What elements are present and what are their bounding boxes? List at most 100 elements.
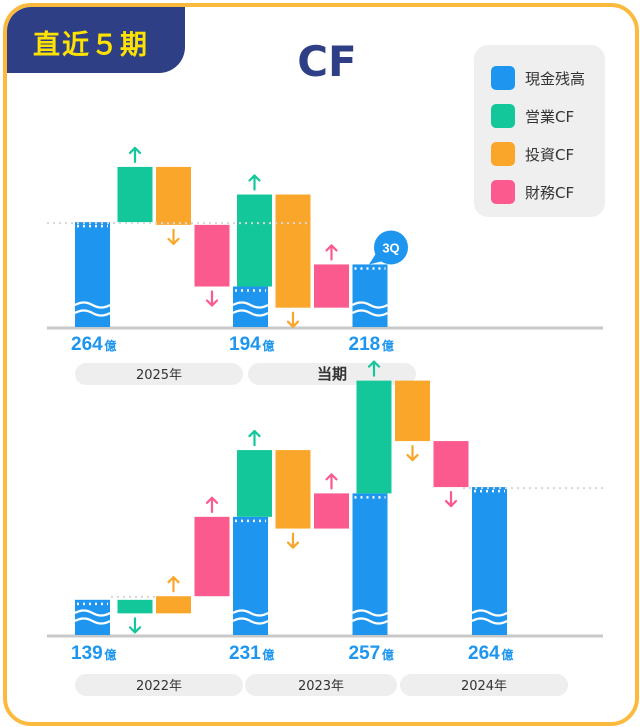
legend-swatch-cash — [491, 66, 515, 90]
chart1-badge-circle — [374, 230, 408, 265]
legend-label-cash: 現金残高 — [525, 70, 586, 88]
legend-swatch-investing — [491, 142, 515, 166]
legend-swatch-financing — [491, 180, 515, 204]
chart2-financing-bar-1 — [194, 516, 230, 597]
chart2-financing-bar-3-arrow — [444, 490, 458, 508]
chart1-investing-bar-2 — [275, 194, 311, 308]
chart2-cash-bar-1 — [74, 599, 111, 635]
chart1-operating-bar-1 — [117, 166, 153, 223]
chart2-cash-bar-rect-1 — [75, 599, 110, 635]
chart1-balance-label-3: 218 億 — [349, 334, 394, 355]
chart1-financing-bar-1-arrow-head — [205, 299, 219, 307]
chart1-financing-bar-2-arrow — [325, 244, 338, 261]
chart2-operating-bar-2-arrow-head — [248, 429, 261, 438]
chart2-period-label-2: 2023年 — [298, 679, 344, 694]
chart2-investing-bar-3-arrow-head — [406, 453, 419, 462]
chart2-period-label-3: 2024年 — [461, 679, 507, 694]
chart2-cash-break-3-1 — [351, 609, 389, 617]
chart1-financing-bar-2-arrow-head — [325, 244, 338, 252]
period-badge: 直近５期 — [7, 7, 185, 73]
chart2-investing-bar-2-arrow-head — [286, 541, 300, 549]
chart1-cash-bar-1 — [74, 222, 111, 327]
chart2-investing-bar-1-arrow-head — [167, 576, 180, 584]
chart2-financing-bar-2-arrow-head — [325, 473, 338, 481]
chart2-period-pill-1: 2022年 — [75, 674, 243, 696]
chart2-operating-bar-3-arrow-head — [367, 360, 381, 368]
page-title: CF — [297, 37, 357, 86]
chart2-cash-break-1-2 — [74, 617, 111, 625]
chart2-financing-bar-2 — [314, 493, 349, 529]
chart2-balance-unit-4: 億 — [501, 647, 513, 662]
chart1-period-pill-bg-1 — [75, 363, 243, 385]
chart1-cash-break-2-1 — [232, 301, 269, 309]
chart1-financing-bar-1 — [194, 224, 230, 287]
cf-card: 直近５期 CF 現金残高 営業CF 投資CF 財務CF 264 億 194 億 218 億… — [3, 3, 639, 726]
chart1-badge-3Q: 3Q — [369, 230, 408, 265]
chart1-period-label-2: 当期 — [317, 365, 347, 383]
chart2-period-pill-bg-3 — [400, 674, 568, 696]
chart1-badge-tail — [369, 253, 385, 265]
chart1-financing-bar-2 — [314, 264, 349, 308]
chart1-balance-value-2: 194 — [229, 334, 261, 355]
chart2-investing-bar-3-arrow — [406, 444, 419, 462]
chart1-investing-bar-2-arrow-head — [286, 320, 300, 328]
chart1-cash-bar-2 — [232, 286, 269, 327]
chart1-investing-bar-1-arrow-head — [167, 237, 180, 245]
chart2-balance-unit-1: 億 — [104, 647, 116, 662]
chart2-balance-label-2: 231 億 — [229, 643, 274, 664]
legend-label-financing: 財務CF — [525, 184, 575, 202]
chart1-cash-break-1-2 — [74, 309, 111, 317]
chart2-financing-bar-1-arrow — [205, 496, 219, 513]
chart2-financing-bar-3 — [433, 441, 469, 488]
chart2-operating-bar-2-arrow — [248, 429, 261, 447]
legend-label-operating: 営業CF — [525, 108, 575, 126]
legend-label-investing: 投資CF — [525, 146, 575, 164]
chart1-cash-break-2-2 — [232, 309, 269, 317]
chart2-cash-bar-2 — [232, 516, 269, 635]
chart1-badge-text: 3Q — [382, 240, 399, 255]
chart2-cash-bar-4 — [471, 487, 508, 635]
chart2-period-pill-bg-1 — [75, 674, 243, 696]
period-badge-label: 直近５期 — [33, 30, 149, 61]
chart2-period-pill-2: 2023年 — [245, 674, 397, 696]
chart1-period-pill-1: 2025年 — [75, 363, 243, 385]
chart2-cash-break-2-1 — [232, 609, 269, 617]
chart2-balance-label-3: 257 億 — [349, 643, 394, 664]
chart1-cash-break-3-1 — [351, 301, 389, 309]
chart2-cash-break-4-1 — [471, 609, 508, 617]
chart1-cash-break-1-1 — [74, 301, 111, 309]
chart2-investing-bar-2-arrow — [286, 532, 300, 549]
chart1-operating-bar-1-arrow-head — [128, 146, 142, 155]
chart1-cash-bar-rect-3 — [352, 264, 388, 327]
chart2-operating-bar-3 — [356, 380, 392, 494]
chart2-financing-bar-1-arrow-head — [205, 496, 219, 504]
chart2-operating-bar-1-arrow-head — [128, 626, 142, 634]
chart1-balance-label-1: 264 億 — [71, 334, 116, 355]
chart2-investing-bar-1 — [156, 596, 191, 614]
chart1-balance-value-3: 218 — [349, 334, 381, 355]
chart-legend: 現金残高 営業CF 投資CF 財務CF — [474, 45, 605, 217]
chart2-cash-bar-rect-2 — [233, 516, 268, 635]
chart1-cash-bar-rect-1 — [75, 222, 110, 327]
chart2-investing-bar-2 — [275, 450, 311, 529]
chart1-investing-bar-2-arrow — [286, 311, 300, 328]
chart1-balance-unit-2: 億 — [262, 338, 274, 353]
chart2-balance-value-2: 231 — [229, 643, 261, 664]
chart2-period-label-1: 2022年 — [136, 679, 182, 694]
chart2-balance-label-1: 139 億 — [71, 643, 116, 664]
chart1-investing-bar-1 — [156, 166, 191, 225]
chart1-balance-value-1: 264 — [71, 334, 103, 355]
chart2-financing-bar-3-arrow-head — [444, 499, 458, 508]
chart1-operating-bar-2-arrow-head — [248, 174, 261, 182]
chart2-period-pill-bg-2 — [245, 674, 397, 696]
chart2-balance-value-3: 257 — [349, 643, 381, 664]
chart1-operating-bar-2-arrow — [248, 174, 261, 191]
chart2-investing-bar-3 — [395, 380, 430, 442]
chart2-balance-unit-3: 億 — [382, 647, 394, 662]
chart1-investing-bar-1-arrow — [167, 228, 180, 245]
chart2-operating-bar-2 — [237, 450, 272, 517]
chart1-balance-unit-1: 億 — [104, 338, 116, 353]
chart1-operating-bar-2 — [237, 194, 272, 287]
chart2-investing-bar-1-arrow — [167, 576, 180, 593]
